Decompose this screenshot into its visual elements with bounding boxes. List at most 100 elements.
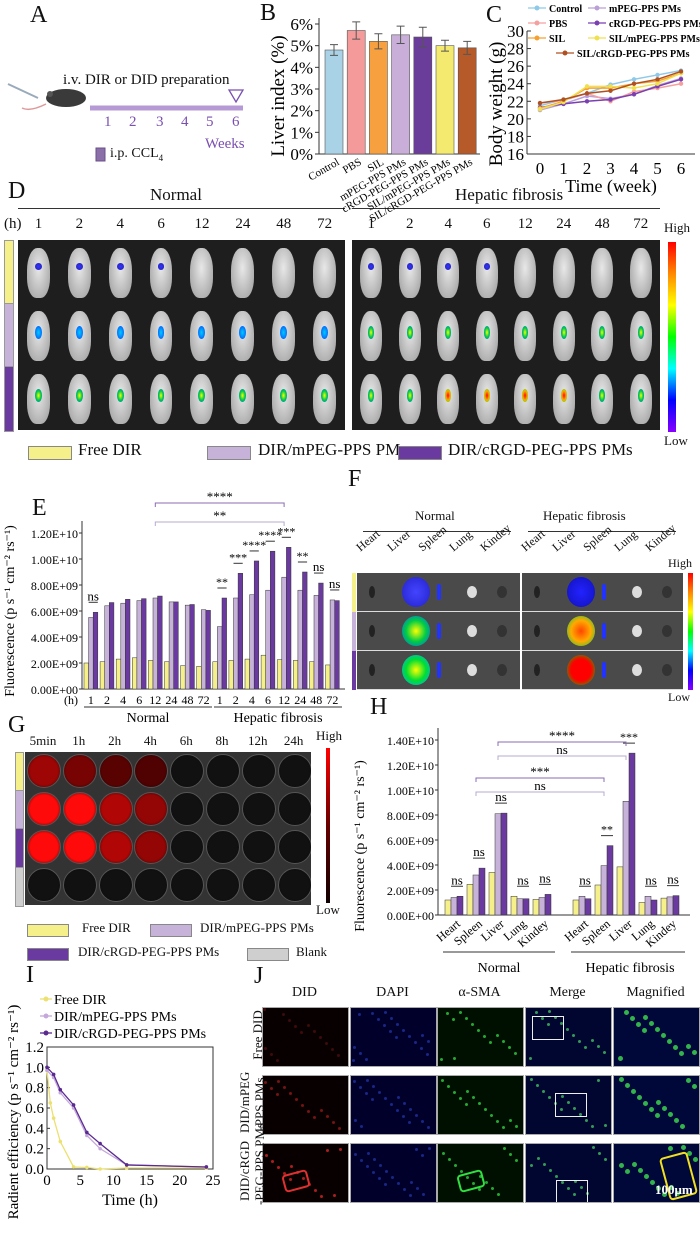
x-tick-label: 4 [630,159,639,178]
signal-spot [331,1048,334,1051]
group-label-normal: Normal [150,185,202,204]
signal-spot [313,1030,316,1033]
data-point [631,81,637,86]
micrograph-did [262,1143,349,1203]
y-tick-label: 8.00E+09 [387,809,434,823]
mouse-image [231,248,255,298]
x-tick-label: 0 [43,1173,51,1189]
signal-spot [567,1101,570,1104]
y-tick-label: 6% [290,15,313,34]
signal-spot [625,1083,630,1088]
data-point [85,1165,89,1170]
organ-image-row [357,651,520,690]
hour-label: 72 [317,216,333,232]
organ-liver [402,655,430,685]
signal-spot [680,1124,685,1129]
bar [606,845,614,916]
signal-spot [282,1013,285,1016]
signal-spot [325,1042,328,1045]
signal-spot [288,1019,291,1022]
organ-lung [467,625,477,637]
signal-spot [415,1114,418,1117]
signal-spot [509,1153,512,1156]
signal-spot [313,1116,316,1119]
signal-spot [421,1034,424,1037]
x-tick-label: 2 [583,159,592,178]
data-point [678,77,684,82]
signal-spot [472,1182,475,1185]
signal-spot [391,1176,394,1179]
signal-spot [662,1192,667,1197]
signal-spot [265,1154,268,1157]
bar-sil [369,41,388,155]
data-point [584,91,590,96]
organ-image-row [357,612,520,651]
significance-label: *** [229,550,247,564]
series-free-dir [45,1068,209,1171]
group-label-normal: Normal [127,711,170,726]
plate-well [134,792,169,826]
zoom-region-box [532,1016,564,1040]
mouse-image [591,374,614,424]
data-point [85,1130,89,1135]
data-point [58,1139,63,1144]
signal-spot [359,1086,362,1089]
signal-spot [447,1085,450,1088]
signal-spot [618,1056,623,1061]
fluorescence-spot [280,326,288,339]
plate-well [27,830,61,864]
series-line [46,1069,207,1168]
signal-spot [397,1182,400,1185]
bar [212,661,218,690]
divider [363,531,511,532]
micrograph-merge [525,1075,612,1135]
bar [253,560,260,690]
y-tick-label: 4.00E+09 [31,631,78,645]
fluorescence-spot [483,389,490,402]
group-label-normal: Normal [478,961,521,976]
signal-spot [453,1057,456,1060]
organ-liver [567,577,595,607]
scale-low-label: Low [316,902,340,917]
x-tick-label: 12 [278,693,290,707]
signal-spot [496,1120,499,1123]
fluorescence-spot [406,326,413,339]
legend-label: DIR/cRGD-PEG-PPS PMs [54,1027,206,1042]
signal-spot [320,1109,323,1112]
signal-spot [598,1152,601,1155]
bar [616,866,624,916]
signal-spot [422,1193,425,1196]
fluorescence-spot [522,389,529,402]
signal-spot [668,1146,673,1151]
x-tick-label: 4 [249,693,255,707]
x-tick-label: 24 [294,693,306,707]
data-point [98,1167,102,1171]
signal-spot [302,1177,305,1180]
organ-lung [632,664,642,676]
legend-swatch-free-dir [27,924,69,937]
x-tick-label: 10 [106,1173,121,1189]
signal-spot [560,1108,563,1111]
signal-spot [415,1148,418,1151]
bar [83,662,89,690]
legend-marker [43,1013,49,1019]
comparison-label: ns [556,742,568,757]
error-bar [330,44,338,56]
mouse-image [360,311,383,361]
y-tick-label: 2% [290,102,313,121]
mouse-image [552,311,575,361]
ccl4-subscript: 4 [158,152,164,163]
error-bar [441,39,449,52]
signal-spot [427,1040,430,1043]
mouse-image [108,248,132,298]
x-tick-label: 1 [88,693,94,707]
legend-marker [534,35,540,41]
signal-spot [264,1047,267,1050]
data-point [655,72,660,78]
signal-spot [585,1119,588,1122]
divider [18,208,345,209]
x-tick-label: 3 [606,159,615,178]
data-point [48,1101,53,1105]
signal-spot [668,1112,673,1117]
significance-label: ns [517,872,529,887]
